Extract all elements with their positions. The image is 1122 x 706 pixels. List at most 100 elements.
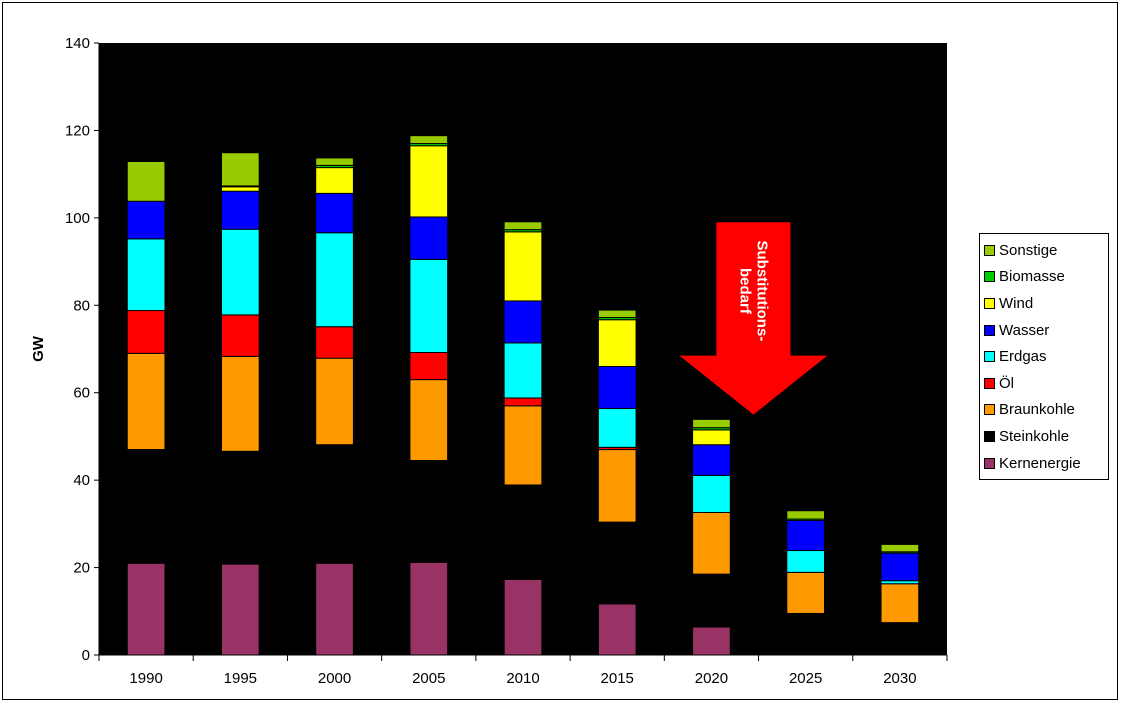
bar-braunkohle-2010 bbox=[503, 405, 543, 486]
arrow-label-line: bedarf bbox=[736, 268, 753, 315]
legend-swatch bbox=[984, 430, 995, 442]
bar-wasser-2000 bbox=[315, 192, 354, 234]
legend-label: Erdgas bbox=[999, 348, 1047, 366]
bar-erdgas-2020 bbox=[692, 474, 731, 513]
bar-wasser-2005 bbox=[409, 216, 449, 260]
bar-wind-2005 bbox=[409, 145, 449, 218]
legend-item-erdgas: Erdgas bbox=[984, 343, 1108, 370]
bar-wasser-2015 bbox=[597, 365, 637, 409]
bar-steinkohle-2025 bbox=[786, 612, 826, 656]
axes-layer: 0 20 40 60 80 100 120 140 1990 1995 2000 2005 2010 20… bbox=[30, 35, 948, 687]
bar-steinkohle-1990 bbox=[126, 449, 166, 564]
bar-braunkohle-2030 bbox=[880, 583, 920, 624]
bar-wasser-2025 bbox=[786, 519, 826, 552]
legend-swatch bbox=[984, 297, 995, 309]
arrow-shape bbox=[679, 222, 828, 415]
bar-sonstige-2015 bbox=[597, 309, 637, 319]
bar-sonstige-2025 bbox=[786, 510, 826, 520]
bars-layer bbox=[126, 135, 920, 656]
x-tick-label: 2010 bbox=[506, 670, 539, 687]
bar-kernenergie-2010 bbox=[503, 578, 543, 656]
bar-wasser-1995 bbox=[220, 190, 260, 230]
bar--l-1995 bbox=[220, 314, 260, 357]
bar-wasser-1990 bbox=[126, 200, 166, 240]
bar-kernenergie-2005 bbox=[409, 561, 449, 656]
bar-sonstige-2030 bbox=[880, 543, 920, 553]
bar-sonstige-1995 bbox=[220, 152, 260, 187]
bar-kernenergie-1995 bbox=[220, 563, 260, 656]
bar-erdgas-1995 bbox=[220, 228, 260, 316]
legend-item-biomasse: Biomasse bbox=[984, 264, 1108, 291]
bar-sonstige-2010 bbox=[503, 221, 543, 231]
arrow-label: Substitutions-bedarf bbox=[736, 240, 770, 341]
bar-erdgas-2015 bbox=[597, 407, 637, 448]
legend-swatch bbox=[984, 404, 995, 416]
legend-swatch bbox=[984, 324, 995, 336]
bar--l-1990 bbox=[126, 310, 166, 354]
legend-item-braunkohle: Braunkohle bbox=[984, 397, 1108, 424]
bar-wasser-2030 bbox=[880, 552, 920, 582]
substitution-arrow: Substitutions-bedarf bbox=[679, 222, 828, 415]
legend-item-steinkohle: Steinkohle bbox=[984, 423, 1108, 450]
x-tick-label: 1990 bbox=[129, 670, 162, 687]
bar-wind-2010 bbox=[503, 231, 543, 302]
bar-kernenergie-2015 bbox=[597, 603, 637, 656]
x-tick-label: 2015 bbox=[601, 670, 634, 687]
legend-item-kernenergie: Kernenergie bbox=[984, 450, 1108, 477]
y-tick-label: 120 bbox=[65, 122, 90, 139]
x-tick-label: 1995 bbox=[224, 670, 257, 687]
y-tick-label: 100 bbox=[65, 210, 90, 227]
x-tick-label: 2030 bbox=[883, 670, 916, 687]
bar-steinkohle-2000 bbox=[315, 444, 354, 564]
legend-label: Öl bbox=[999, 374, 1014, 392]
legend-label: Steinkohle bbox=[999, 427, 1070, 445]
bar-braunkohle-1995 bbox=[220, 355, 260, 452]
legend-swatch bbox=[984, 351, 995, 363]
arrow-label-line: Substitutions- bbox=[753, 240, 770, 341]
bar-steinkohle-1995 bbox=[220, 450, 260, 565]
legend-label: Wind bbox=[999, 294, 1034, 312]
legend-label: Sonstige bbox=[999, 241, 1058, 259]
stacked-bar-chart: Substitutions-bedarf 0 20 40 60 80 100 120 140 1… bbox=[30, 35, 948, 687]
legend-label: Wasser bbox=[999, 321, 1050, 339]
bar-braunkohle-2025 bbox=[786, 571, 826, 614]
bar-sonstige-1990 bbox=[126, 160, 166, 202]
legend-item--l: Öl bbox=[984, 370, 1108, 397]
bar--l-2010 bbox=[503, 397, 543, 407]
bar-sonstige-2020 bbox=[692, 418, 731, 429]
bar-kernenergie-2020 bbox=[692, 626, 731, 656]
bar-sonstige-2000 bbox=[315, 157, 354, 166]
legend-item-sonstige: Sonstige bbox=[984, 237, 1108, 264]
x-tick-label: 2005 bbox=[412, 670, 445, 687]
y-tick-label: 20 bbox=[73, 560, 90, 577]
bar--l-2000 bbox=[315, 326, 354, 359]
y-tick-label: 80 bbox=[73, 297, 90, 314]
legend: Sonstige Biomasse Wind Wasser Erdgas Öl Braunk… bbox=[979, 233, 1109, 481]
bar-steinkohle-2020 bbox=[692, 573, 731, 628]
bar-steinkohle-2005 bbox=[409, 459, 449, 563]
y-tick-label: 60 bbox=[73, 385, 90, 402]
legend-swatch bbox=[984, 457, 995, 469]
legend-item-wind: Wind bbox=[984, 290, 1108, 317]
bar-braunkohle-2000 bbox=[315, 357, 354, 446]
x-tick-label: 2025 bbox=[789, 670, 822, 687]
legend-item-wasser: Wasser bbox=[984, 317, 1108, 344]
bar-braunkohle-2005 bbox=[409, 379, 449, 461]
y-tick-label: 40 bbox=[73, 472, 90, 489]
legend-label: Braunkohle bbox=[999, 401, 1075, 419]
legend-swatch bbox=[984, 244, 995, 256]
bar-sonstige-2005 bbox=[409, 135, 449, 145]
y-tick-label: 0 bbox=[82, 647, 90, 664]
bar-braunkohle-2015 bbox=[597, 449, 637, 523]
bar-kernenergie-2000 bbox=[315, 562, 354, 656]
bar-erdgas-2010 bbox=[503, 342, 543, 399]
bar-wasser-2020 bbox=[692, 444, 731, 476]
bar-erdgas-2005 bbox=[409, 258, 449, 354]
bar-braunkohle-2020 bbox=[692, 511, 731, 575]
bar-wind-1995 bbox=[220, 186, 260, 192]
legend-swatch bbox=[984, 271, 995, 283]
bar-wind-2015 bbox=[597, 319, 637, 367]
bar--l-2005 bbox=[409, 352, 449, 381]
legend-label: Biomasse bbox=[999, 268, 1065, 286]
